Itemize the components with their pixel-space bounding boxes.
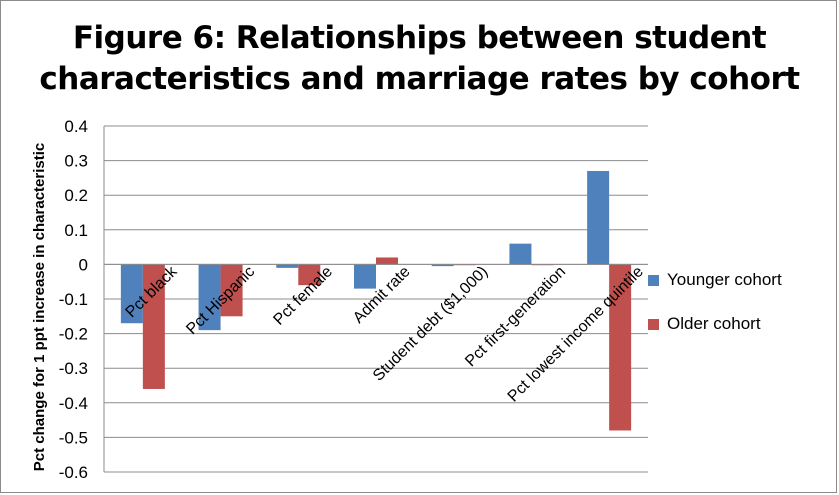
y-tick-label: -0.5: [59, 428, 88, 447]
y-tick-label: -0.1: [59, 290, 88, 309]
legend-item-older: Older cohort: [648, 312, 782, 336]
bar-older-2: [298, 264, 321, 286]
legend-swatch-younger: [648, 274, 659, 286]
bar-older-0: [142, 264, 165, 389]
legend-item-younger: Younger cohort: [648, 268, 782, 292]
y-axis-label: Pct change for 1 ppt increase in charact…: [31, 143, 48, 471]
bar-younger-6: [587, 170, 610, 265]
legend-swatch-older: [648, 318, 659, 330]
y-tick-label: 0.4: [64, 117, 88, 136]
legend-label-older: Older cohort: [667, 314, 761, 333]
y-tick-labels: 0.4 0.3 0.2 0.1 0 -0.1 -0.2 -0.3 -0.4 -0.5 -0.6: [59, 117, 88, 482]
bar-older-6: [609, 264, 632, 431]
bar-younger-3: [354, 264, 376, 289]
legend: Younger cohort Older cohort: [648, 268, 782, 356]
y-tick-label: 0.2: [64, 186, 88, 205]
y-tick-label: 0.3: [64, 152, 88, 171]
bar-younger-2: [276, 264, 299, 268]
legend-label-younger: Younger cohort: [667, 270, 782, 289]
y-tick-label: -0.6: [59, 463, 88, 482]
bar-younger-1: [198, 264, 221, 331]
bar-older-1: [220, 264, 243, 317]
bar-older-3: [376, 257, 398, 265]
bars: [104, 170, 648, 431]
chart-title: Figure 6: Relationships between student …: [0, 18, 839, 100]
y-tick-label: -0.2: [59, 325, 88, 344]
y-tick-label: -0.3: [59, 359, 88, 378]
gridlines: [103, 125, 648, 473]
y-tick-label: -0.4: [59, 394, 88, 413]
bar-younger-5: [509, 243, 532, 265]
bar-younger-4: [431, 264, 454, 267]
y-tick-label: 0.1: [64, 221, 88, 240]
bar-younger-0: [120, 264, 143, 324]
chart-title-line-1: Figure 6: Relationships between student: [72, 20, 767, 56]
y-tick-label: 0: [79, 255, 88, 274]
chart-title-line-2: characteristics and marriage rates by co…: [39, 61, 800, 97]
